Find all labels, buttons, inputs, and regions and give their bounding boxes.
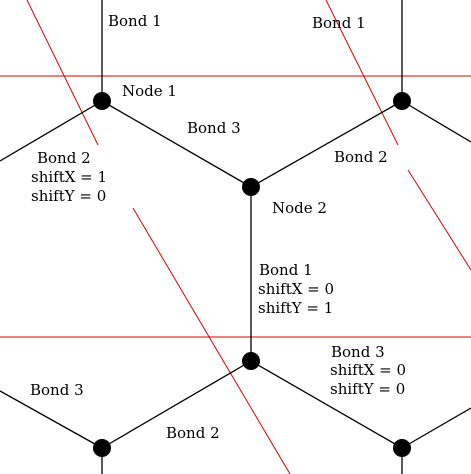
label-node1: Node 1 xyxy=(122,82,177,100)
bond-3-lower-left xyxy=(0,390,103,449)
labels: Bond 1 Bond 1 Node 1 Bond 3 Bond 2 shift… xyxy=(30,12,406,442)
bond-3-lower-right xyxy=(250,360,403,449)
node-middle-bottom-dot xyxy=(242,352,260,370)
bond-right-edge-top xyxy=(401,100,471,143)
label-bond3-right-shifty: shiftY = 0 xyxy=(330,380,405,398)
node-bottom-right-dot xyxy=(393,439,411,457)
bond-3-node1-node2 xyxy=(101,100,252,188)
label-bond1-top-right: Bond 1 xyxy=(312,14,366,32)
label-bond2-left-shifty: shiftY = 0 xyxy=(31,187,106,205)
node-bottom-left-dot xyxy=(93,439,111,457)
label-bond2-right: Bond 2 xyxy=(334,148,388,166)
node-1-dot xyxy=(93,92,111,110)
node-top-right-dot xyxy=(393,92,411,110)
label-bond3-right-shiftx: shiftX = 0 xyxy=(330,361,406,379)
node-2-dot xyxy=(242,178,260,196)
label-bond1-mid-shiftx: shiftX = 0 xyxy=(258,280,334,298)
label-bond3-mid: Bond 3 xyxy=(187,119,241,137)
boundary-diagonal-4 xyxy=(407,169,471,271)
label-bond3-right: Bond 3 xyxy=(331,343,385,361)
boundary-diagonal-3 xyxy=(325,0,399,146)
boundary-diagonal-1 xyxy=(26,0,99,146)
bond-2-lower xyxy=(101,360,252,449)
label-bond1-mid: Bond 1 xyxy=(259,261,313,279)
label-bond2-left-shiftx: shiftX = 1 xyxy=(31,168,107,186)
bond-2-left-edge xyxy=(0,100,103,162)
label-bond2-left: Bond 2 xyxy=(37,149,91,167)
boundary-diagonal-2 xyxy=(132,207,291,474)
label-bond3-left: Bond 3 xyxy=(30,381,84,399)
label-bond2-bottom: Bond 2 xyxy=(166,424,220,442)
nodes xyxy=(93,92,411,457)
label-node2: Node 2 xyxy=(272,199,327,217)
label-bond1-top-left: Bond 1 xyxy=(108,12,162,30)
bond-right-edge-bottom xyxy=(401,407,471,449)
bond-2-node2-right xyxy=(250,100,403,188)
label-bond1-mid-shifty: shiftY = 1 xyxy=(258,299,333,317)
